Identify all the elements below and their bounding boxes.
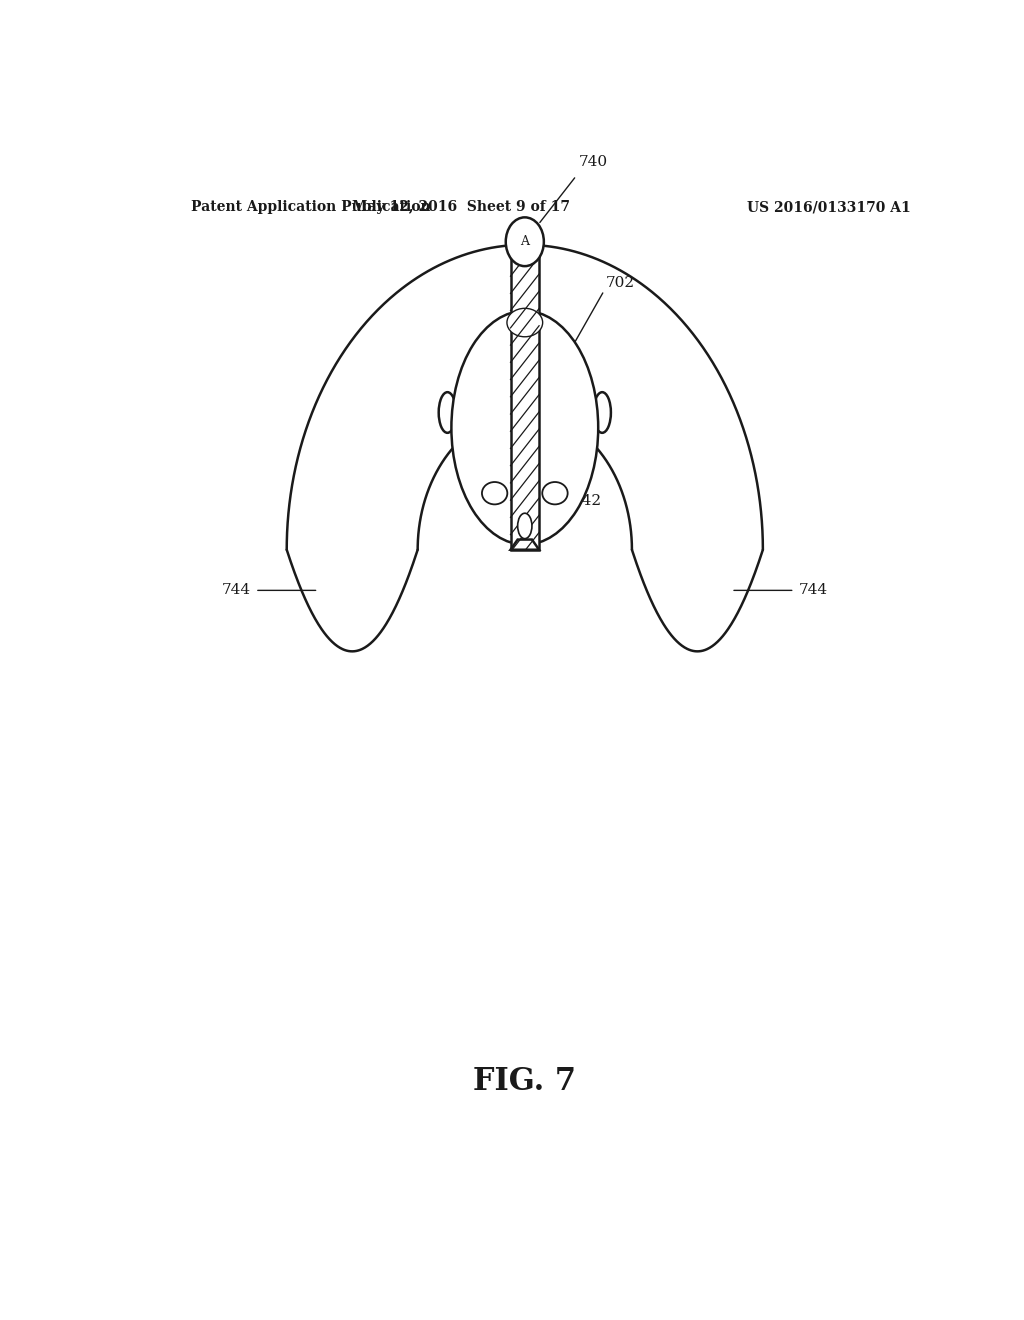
Text: US 2016/0133170 A1: US 2016/0133170 A1 — [748, 201, 910, 214]
Text: A: A — [520, 235, 529, 248]
Text: Patent Application Publication: Patent Application Publication — [191, 201, 431, 214]
Ellipse shape — [452, 312, 598, 545]
Ellipse shape — [482, 482, 507, 504]
Ellipse shape — [594, 392, 611, 433]
Ellipse shape — [518, 513, 531, 539]
Ellipse shape — [543, 482, 567, 504]
Text: 744: 744 — [799, 583, 827, 598]
Ellipse shape — [507, 309, 543, 337]
Text: 742: 742 — [572, 494, 601, 508]
Ellipse shape — [438, 392, 456, 433]
Bar — [511, 242, 539, 549]
Circle shape — [506, 218, 544, 267]
Text: FIG. 7: FIG. 7 — [473, 1065, 577, 1097]
Text: 702: 702 — [606, 276, 635, 290]
Text: May 12, 2016  Sheet 9 of 17: May 12, 2016 Sheet 9 of 17 — [352, 201, 570, 214]
Text: 740: 740 — [579, 154, 608, 169]
Polygon shape — [511, 540, 539, 549]
Text: 744: 744 — [222, 583, 251, 598]
